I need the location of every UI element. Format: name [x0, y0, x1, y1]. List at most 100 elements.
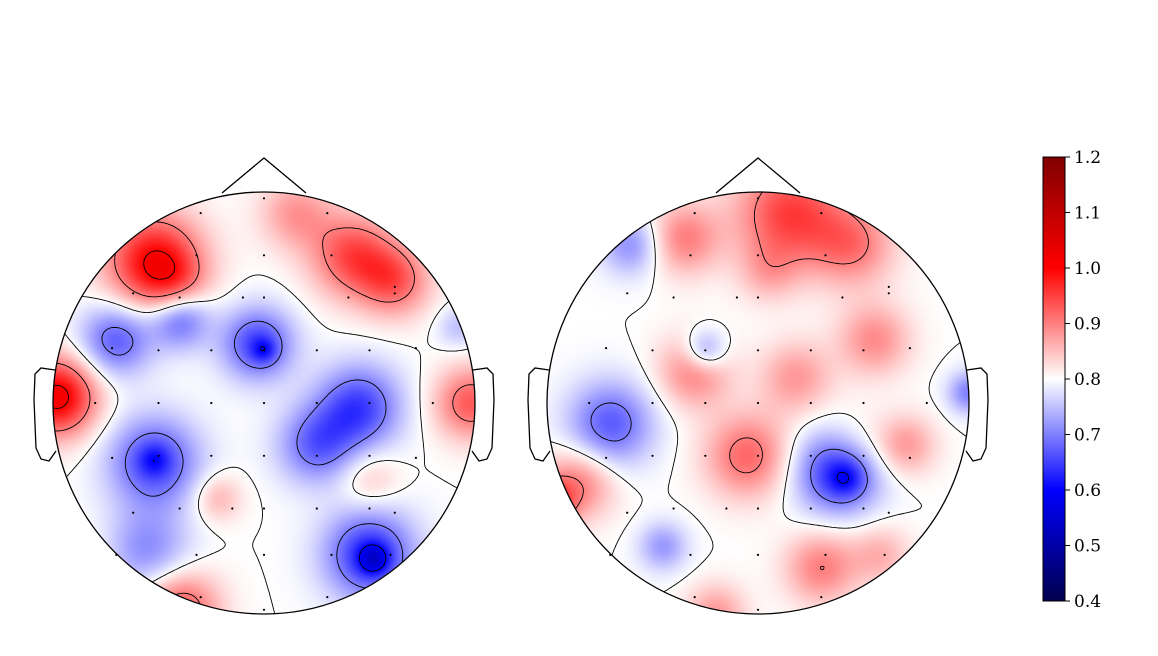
sensor-marker [199, 212, 202, 215]
colorbar-tick-label: 1.0 [1074, 259, 1101, 279]
sensor-marker [315, 349, 318, 352]
sensor-marker [883, 553, 886, 557]
sensor-marker [689, 254, 692, 257]
sensor-marker [887, 285, 890, 288]
sensor-marker [704, 454, 707, 457]
sensor-marker [605, 456, 608, 459]
sensor-marker [887, 511, 890, 514]
sensor-marker [704, 349, 707, 352]
sensor-marker [330, 553, 333, 557]
sensor-marker [195, 254, 198, 257]
sensor-marker [368, 507, 371, 510]
sensor-marker [809, 401, 812, 405]
sensor-marker [908, 347, 912, 350]
sensor-marker [862, 401, 865, 405]
sensor-marker [368, 401, 371, 405]
sensor-marker [735, 296, 739, 299]
sensor-marker [756, 608, 760, 611]
sensor-marker [672, 296, 675, 299]
sensor-marker [756, 254, 760, 257]
sensor-marker [157, 349, 160, 352]
sensor-marker [393, 511, 396, 514]
sensor-markers [588, 197, 928, 611]
sensor-marker [195, 553, 198, 557]
colorbar-tick-label: 0.8 [1074, 370, 1101, 390]
sensor-marker [111, 347, 114, 350]
sensor-marker [693, 596, 696, 599]
sensor-marker [262, 454, 266, 457]
sensor-marker [689, 553, 692, 557]
sensor-marker [414, 347, 417, 350]
sensor-marker [651, 454, 654, 457]
sensor-marker [756, 197, 760, 200]
sensor-marker [809, 507, 812, 510]
contour-line [836, 471, 850, 484]
colorbar-tick-label: 0.6 [1074, 481, 1101, 501]
sensor-marker [756, 507, 760, 510]
contour-line [153, 346, 387, 572]
sensor-marker [262, 553, 266, 557]
colorbar-ticks: 0.4 0.5 0.6 0.7 0.8 0.9 1.0 1.1 1.2 [1065, 148, 1101, 612]
colorbar-gradient [1042, 156, 1066, 602]
sensor-marker [210, 401, 213, 405]
sensor-marker [315, 454, 318, 457]
sensor-marker [651, 401, 654, 405]
sensor-marker [178, 296, 181, 299]
sensor-marker [431, 401, 434, 405]
sensor-marker [262, 197, 266, 200]
colorbar-tick-label: 1.1 [1074, 204, 1101, 224]
sensor-marker [326, 596, 329, 599]
left-ear-outline [33, 367, 57, 462]
sensor-marker [315, 401, 318, 405]
sensor-marker [756, 296, 760, 299]
sensor-marker [862, 454, 865, 457]
sensor-marker [651, 349, 654, 352]
sensor-marker [756, 553, 760, 557]
sensor-marker [756, 454, 760, 457]
sensor-markers [94, 197, 434, 611]
sensor-marker [393, 285, 396, 288]
contour-line [590, 402, 868, 504]
sensor-marker [262, 401, 266, 405]
topomap-right [527, 157, 989, 615]
sensor-marker [368, 454, 371, 457]
sensor-marker [824, 553, 827, 557]
sensor-marker [605, 347, 608, 350]
sensor-marker [326, 212, 329, 215]
head-outline [52, 191, 476, 615]
colorbar: 0.4 0.5 0.6 0.7 0.8 0.9 1.0 1.1 1.2 [1042, 148, 1101, 612]
sensor-marker [157, 401, 160, 405]
sensor-marker [809, 349, 812, 352]
sensor-marker [94, 401, 97, 405]
topomap-left [33, 157, 495, 615]
sensor-marker [725, 507, 728, 510]
sensor-marker [925, 401, 928, 405]
sensor-marker [262, 349, 266, 352]
sensor-marker [199, 596, 202, 599]
sensor-marker [262, 254, 266, 257]
sensor-marker [157, 454, 160, 457]
sensor-marker [862, 507, 865, 510]
sensor-marker [588, 401, 591, 405]
sensor-marker [330, 254, 333, 257]
sensor-marker [809, 454, 812, 457]
sensor-marker [262, 507, 266, 510]
sensor-marker [132, 292, 135, 295]
sensor-marker [262, 296, 266, 299]
sensor-marker [210, 454, 213, 457]
left-ear-outline [527, 367, 551, 462]
colorbar-tick-label: 0.5 [1074, 537, 1101, 557]
sensor-marker [241, 296, 244, 299]
sensor-marker [626, 511, 629, 514]
sensor-marker [820, 596, 823, 599]
sensor-marker [824, 254, 827, 257]
sensor-marker [672, 507, 675, 510]
sensor-marker [862, 349, 865, 352]
sensor-marker [414, 456, 417, 459]
contour-line [53, 250, 176, 409]
sensor-marker [231, 507, 234, 510]
sensor-marker [887, 292, 890, 295]
colorbar-tick-label: 0.9 [1074, 315, 1101, 335]
colorbar-tick-label: 0.7 [1074, 426, 1101, 446]
